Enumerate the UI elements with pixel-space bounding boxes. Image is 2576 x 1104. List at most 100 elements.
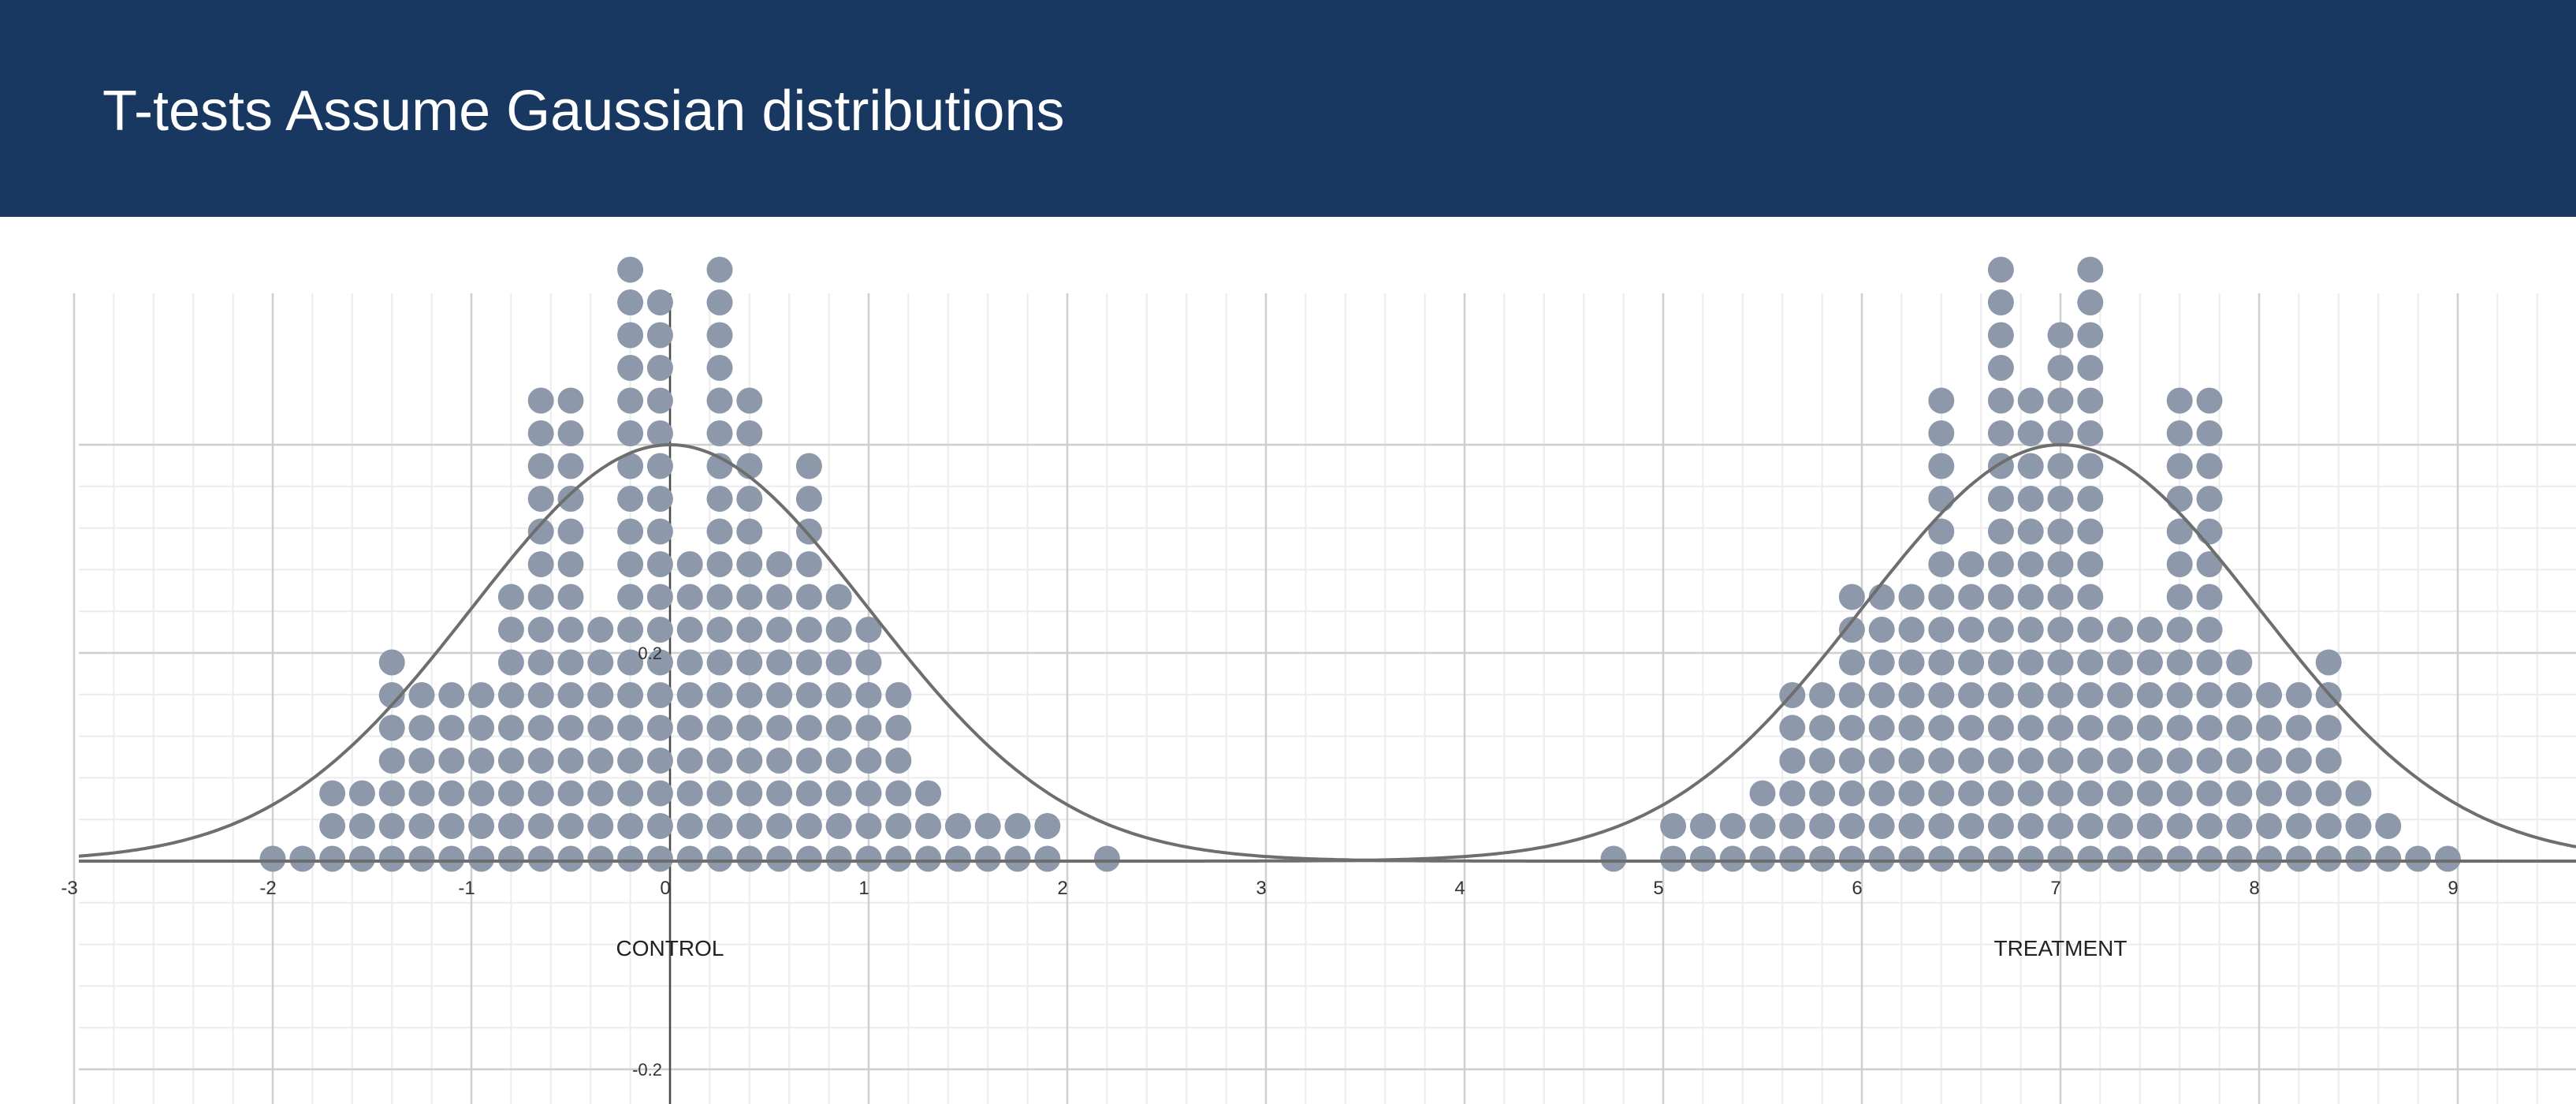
treatment-dot <box>2047 551 2074 577</box>
treatment-dot <box>2166 551 2193 577</box>
control-dot <box>617 714 644 741</box>
control-dot <box>527 682 554 708</box>
control-dot <box>1034 813 1061 839</box>
control-dot <box>766 617 793 643</box>
treatment-dot <box>2166 845 2193 872</box>
treatment-dot <box>1928 584 1955 610</box>
treatment-dot <box>2196 714 2223 741</box>
treatment-dot <box>2196 780 2223 807</box>
treatment-dot <box>2017 617 2044 643</box>
control-dot <box>1034 845 1061 872</box>
control-dot <box>646 551 673 577</box>
treatment-dot <box>1987 748 2014 774</box>
treatment-dot <box>1809 714 1836 741</box>
control-dot <box>825 748 852 774</box>
treatment-dot <box>2017 780 2044 807</box>
control-dot <box>408 813 435 839</box>
treatment-dot <box>2017 682 2044 708</box>
control-dot <box>706 617 733 643</box>
treatment-dot <box>1987 682 2014 708</box>
treatment-dot <box>2196 486 2223 512</box>
control-dot <box>557 649 584 676</box>
treatment-dot <box>2077 322 2104 349</box>
control-dot <box>974 813 1001 839</box>
treatment-dot <box>2017 486 2044 512</box>
treatment-dot <box>2107 617 2134 643</box>
control-dot <box>736 617 763 643</box>
control-dot <box>766 649 793 676</box>
treatment-dot <box>2226 649 2253 676</box>
treatment-dot <box>2047 617 2074 643</box>
treatment-dot <box>2196 748 2223 774</box>
treatment-dot <box>1987 387 2014 414</box>
treatment-dot <box>1898 780 1925 807</box>
treatment-dot <box>1868 617 1895 643</box>
control-dot <box>736 649 763 676</box>
treatment-dot <box>1958 584 1985 610</box>
control-dot <box>736 845 763 872</box>
control-dot <box>706 355 733 381</box>
control-dot <box>527 845 554 872</box>
treatment-dot <box>2226 813 2253 839</box>
treatment-dot <box>2077 813 2104 839</box>
control-dot <box>617 682 644 708</box>
control-dot <box>646 518 673 545</box>
control-dot <box>676 845 703 872</box>
control-dot <box>855 649 882 676</box>
control-dot <box>617 322 644 349</box>
treatment-dot <box>1928 845 1955 872</box>
treatment-dot <box>2256 845 2283 872</box>
treatment-dot <box>1928 748 1955 774</box>
treatment-dot <box>2226 780 2253 807</box>
control-dot <box>646 584 673 610</box>
control-dot <box>855 845 882 872</box>
treatment-dot <box>1987 845 2014 872</box>
treatment-dot <box>2136 748 2163 774</box>
control-dot <box>378 682 405 708</box>
treatment-dot <box>2107 682 2134 708</box>
control-dot <box>408 748 435 774</box>
control-dot <box>468 714 495 741</box>
treatment-dot <box>2017 453 2044 479</box>
treatment-dot <box>1809 780 1836 807</box>
control-dot <box>766 682 793 708</box>
control-dot <box>527 518 554 545</box>
x-tick-label: 7 <box>2050 878 2060 899</box>
control-dot <box>557 486 584 512</box>
x-tick-label: 3 <box>1256 878 1266 899</box>
treatment-dot <box>2166 486 2193 512</box>
treatment-dot <box>2166 682 2193 708</box>
treatment-dot <box>2166 813 2193 839</box>
control-dot <box>676 584 703 610</box>
control-dot <box>736 682 763 708</box>
control-dot <box>497 813 524 839</box>
treatment-dot <box>1660 813 1687 839</box>
control-dot <box>527 420 554 446</box>
control-dot <box>646 322 673 349</box>
control-dot <box>617 518 644 545</box>
treatment-dot <box>1958 617 1985 643</box>
treatment-dot <box>2047 387 2074 414</box>
treatment-dot <box>2107 845 2134 872</box>
treatment-dot <box>1779 714 1806 741</box>
treatment-dot <box>1987 551 2014 577</box>
control-dot <box>497 682 524 708</box>
control-dot <box>825 649 852 676</box>
control-dot <box>378 780 405 807</box>
control-dot <box>587 649 614 676</box>
control-dot <box>825 714 852 741</box>
control-dot <box>944 813 971 839</box>
treatment-dot <box>2196 682 2223 708</box>
treatment-dot <box>2077 845 2104 872</box>
control-dot <box>706 518 733 545</box>
control-dot <box>706 256 733 283</box>
treatment-dot <box>2136 682 2163 708</box>
treatment-dot <box>1809 813 1836 839</box>
control-dot <box>497 780 524 807</box>
treatment-dot <box>1928 714 1955 741</box>
control-dot <box>557 682 584 708</box>
control-dot <box>527 649 554 676</box>
treatment-dot <box>2017 748 2044 774</box>
control-dot <box>408 714 435 741</box>
treatment-dot <box>1749 845 1776 872</box>
